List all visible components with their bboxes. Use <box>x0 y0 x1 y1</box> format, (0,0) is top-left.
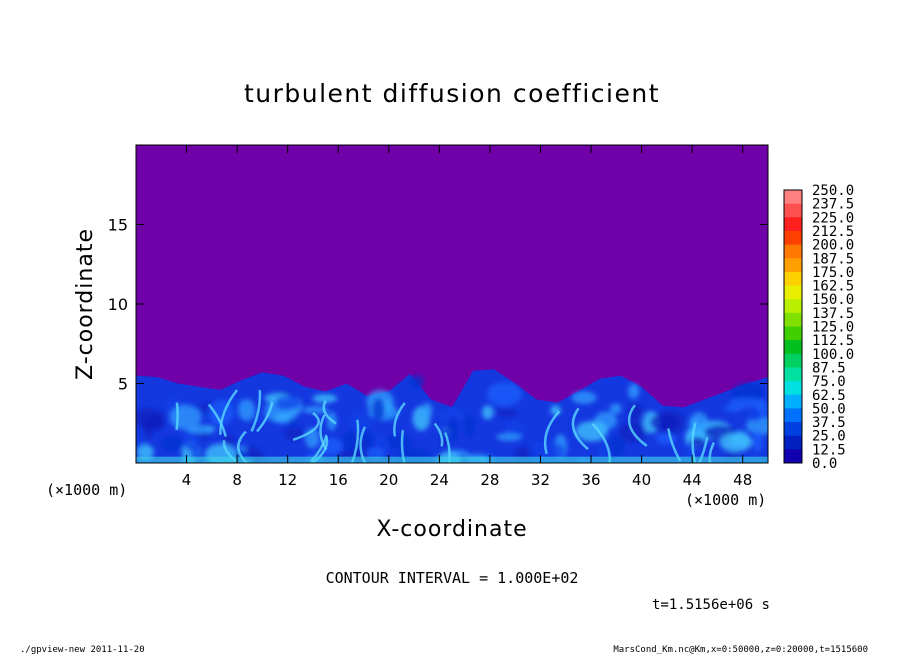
contour-interval-label: CONTOUR INTERVAL = 1.000E+02 <box>326 569 579 587</box>
colorbar-label: 200.0 <box>812 238 854 254</box>
colorbar-swatch <box>784 381 802 396</box>
colorbar-swatch <box>784 190 802 205</box>
colorbar-swatch <box>784 394 802 409</box>
x-tick-label: 48 <box>733 471 752 489</box>
x-tick-label: 28 <box>480 471 499 489</box>
colorbar-label: 125.0 <box>812 320 854 336</box>
colorbar-label: 162.5 <box>812 279 854 295</box>
x-tick-label: 36 <box>581 471 600 489</box>
time-label: t=1.5156e+06 s <box>652 597 770 613</box>
colorbar-swatch <box>784 408 802 423</box>
colorbar-swatch <box>784 435 802 450</box>
colorbar-swatch <box>784 449 802 464</box>
x-tick-label: 32 <box>531 471 550 489</box>
colorbar-label: 62.5 <box>812 388 846 404</box>
colorbar-swatch <box>784 299 802 314</box>
colorbar-label: 137.5 <box>812 306 854 322</box>
colorbar-swatch <box>784 271 802 287</box>
colorbar-swatch <box>784 312 802 327</box>
footer-left: ./gpview-new 2011-11-20 <box>20 645 145 654</box>
y-tick-label: 5 <box>118 375 128 394</box>
y-tick-label: 15 <box>108 216 128 235</box>
colorbar-swatch <box>784 244 802 259</box>
x-tick-label: 20 <box>379 471 398 489</box>
colorbar-label: 50.0 <box>812 401 846 417</box>
colorbar-label: 175.0 <box>812 265 854 281</box>
colorbar-label: 0.0 <box>812 456 837 472</box>
x-tick-label: 12 <box>278 471 297 489</box>
colorbar-swatch <box>784 422 802 437</box>
colorbar-label: 25.0 <box>812 429 846 445</box>
x-tick-label: 24 <box>430 471 449 489</box>
footer-right: MarsCond_Km.nc@Km,x=0:50000,z=0:20000,t=… <box>613 645 868 654</box>
colorbar-label: 212.5 <box>812 224 854 240</box>
colorbar-swatch <box>784 258 802 273</box>
colorbar-label: 237.5 <box>812 197 854 213</box>
plot-area <box>136 145 768 463</box>
x-unit-label: (×1000 m) <box>685 491 766 509</box>
colorbar-label: 100.0 <box>812 347 854 363</box>
x-tick-label: 8 <box>232 471 242 489</box>
colorbar: 250.0237.5225.0212.5200.0187.5175.0162.5… <box>783 183 854 472</box>
colorbar-swatch <box>784 367 802 382</box>
x-tick-label: 16 <box>329 471 348 489</box>
colorbar-label: 150.0 <box>812 292 854 308</box>
colorbar-swatch <box>784 353 802 368</box>
colorbar-label: 75.0 <box>812 374 846 390</box>
x-tick-label: 40 <box>632 471 651 489</box>
y-unit-label: (×1000 m) <box>46 481 127 499</box>
x-axis: 4 8 12 16 20 24 28 32 36 40 44 48 <box>182 145 752 489</box>
x-axis-label: X-coordinate <box>376 517 527 542</box>
chart-title: turbulent diffusion coefficient <box>244 79 660 108</box>
colorbar-swatch <box>784 217 802 232</box>
y-axis: 5 10 15 <box>108 216 768 394</box>
colorbar-label: 37.5 <box>812 415 846 431</box>
colorbar-swatch <box>784 203 802 218</box>
colorbar-swatch <box>784 285 802 300</box>
colorbar-label: 250.0 <box>812 183 854 199</box>
x-tick-label: 4 <box>182 471 192 489</box>
colorbar-swatch <box>784 326 802 341</box>
x-tick-label: 44 <box>683 471 702 489</box>
colorbar-label: 187.5 <box>812 251 854 267</box>
y-axis-label: Z-coordinate <box>73 228 98 380</box>
colorbar-label: 225.0 <box>812 210 854 226</box>
y-tick-label: 10 <box>108 295 128 314</box>
colorbar-swatch <box>784 340 802 355</box>
colorbar-swatch <box>784 230 802 246</box>
colorbar-label: 87.5 <box>812 360 846 376</box>
colorbar-label: 112.5 <box>812 333 854 349</box>
colorbar-label: 12.5 <box>812 442 846 458</box>
